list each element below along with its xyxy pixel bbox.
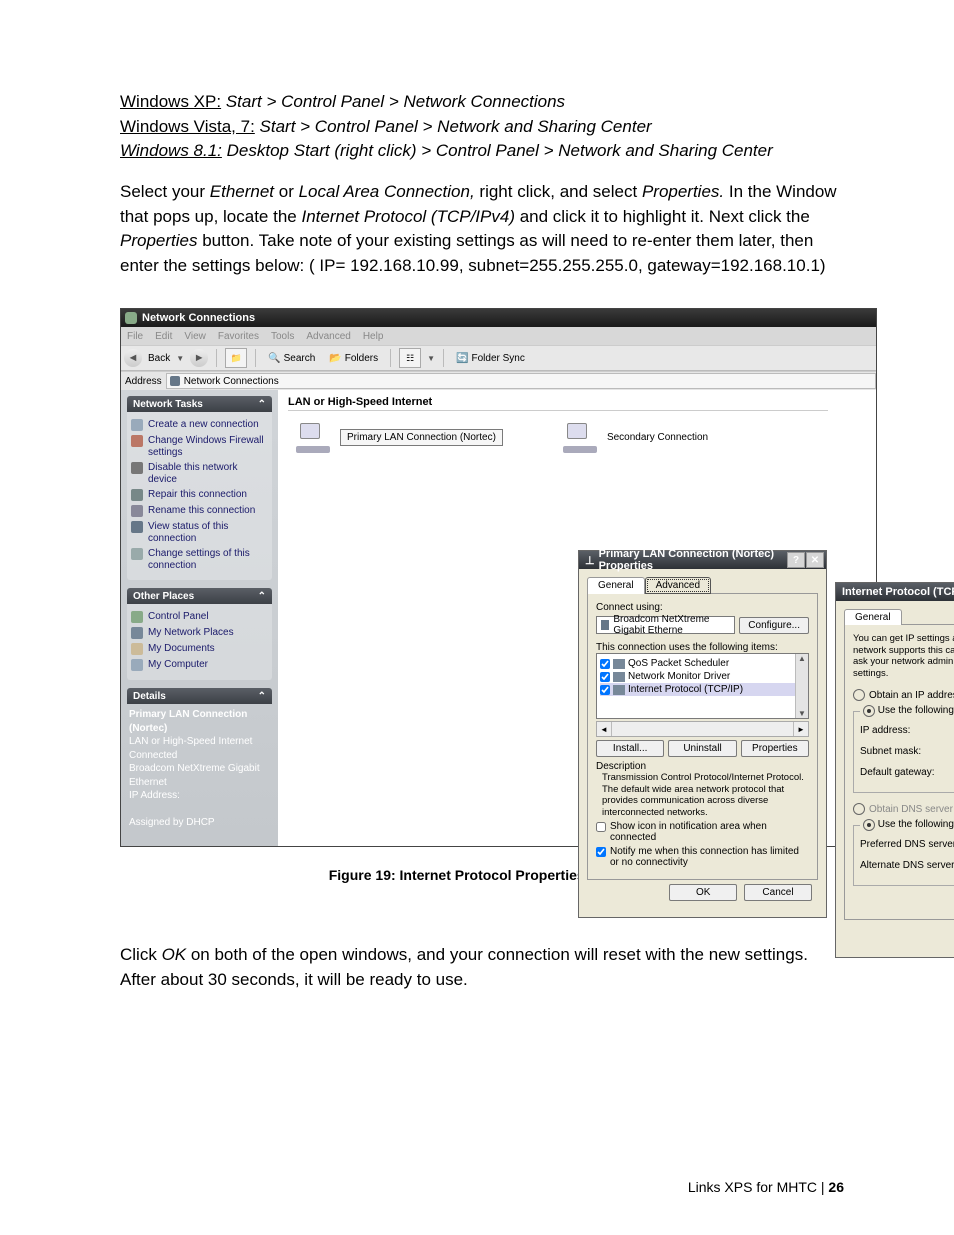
forward-button[interactable]: ► (190, 349, 208, 367)
task-create[interactable]: Create a new connection (131, 417, 268, 433)
back-label: Back (148, 353, 170, 364)
scrollbar-v[interactable]: ▲▼ (795, 654, 808, 718)
address-icon (170, 376, 180, 386)
list-item-selected: Internet Protocol (TCP/IP) (600, 683, 808, 696)
radio-dns-auto[interactable]: Obtain DNS server address automatically (853, 803, 954, 815)
paragraph-1: Select your Ethernet or Local Area Conne… (120, 180, 844, 279)
category-header: LAN or High-Speed Internet (288, 396, 828, 411)
install-button[interactable]: Install... (596, 740, 664, 757)
list-item: Network Monitor Driver (600, 670, 808, 683)
ok-button[interactable]: OK (669, 884, 737, 901)
blurb: You can get IP settings assigned automat… (853, 633, 954, 679)
titlebar: Network Connections (121, 309, 876, 327)
addressbar: Address Network Connections (121, 371, 876, 390)
connect-using-label: Connect using: (596, 602, 809, 613)
winxp-path: Start > Control Panel > Network Connecti… (226, 92, 565, 111)
connection-icon (563, 421, 601, 453)
collapse-icon[interactable]: ⌃ (258, 691, 266, 702)
toolbar: ◄ Back ▼ ► 📁 🔍 Search 📂 Folders ☷▼ 🔄 Fol… (121, 345, 876, 371)
lan-properties-dialog: ⊥Primary LAN Connection (Nortec) Propert… (578, 550, 827, 918)
scrollbar-h[interactable]: ◄► (596, 721, 809, 737)
place-network[interactable]: My Network Places (131, 625, 268, 641)
views-button[interactable]: ☷ (399, 348, 421, 368)
menu-file[interactable]: File (127, 331, 143, 342)
other-places-panel: Other Places⌃ Control Panel My Network P… (127, 588, 272, 680)
tab-general[interactable]: General (844, 609, 902, 625)
uses-label: This connection uses the following items… (596, 642, 809, 653)
menubar: File Edit View Favorites Tools Advanced … (121, 327, 876, 345)
menu-view[interactable]: View (184, 331, 206, 342)
items-list[interactable]: QoS Packet Scheduler Network Monitor Dri… (596, 653, 809, 719)
win81-path: Desktop Start (right click) > Control Pa… (227, 141, 773, 160)
connection-label: Secondary Connection (607, 432, 708, 443)
winvista-label: Windows Vista, 7: (120, 117, 255, 136)
tab-advanced[interactable]: Advanced (645, 577, 711, 594)
checkbox-notify[interactable]: Notify me when this connection has limit… (596, 846, 809, 868)
menu-advanced[interactable]: Advanced (306, 331, 350, 342)
address-value: Network Connections (184, 376, 279, 387)
page-footer: Links XPS for MHTC | 26 (688, 1179, 844, 1195)
radio-ip-auto[interactable]: Obtain an IP address automatically (853, 689, 954, 701)
content-area: LAN or High-Speed Internet Primary LAN C… (278, 390, 876, 846)
search-button[interactable]: 🔍 Search (264, 352, 319, 365)
ip-group: Use the following IP address: IP address… (853, 711, 954, 793)
winvista-path: Start > Control Panel > Network and Shar… (260, 117, 652, 136)
connection-primary[interactable]: Primary LAN Connection (Nortec) (296, 421, 503, 453)
back-button[interactable]: ◄ (124, 349, 142, 367)
tabs: General Advanced (587, 577, 818, 594)
help-button[interactable]: ? (787, 552, 805, 568)
tab-general[interactable]: General (587, 577, 645, 594)
address-input[interactable]: Network Connections (166, 373, 876, 389)
dialog-titlebar: ⊥Primary LAN Connection (Nortec) Propert… (579, 551, 826, 569)
network-tasks-panel: Network Tasks⌃ Create a new connection C… (127, 396, 272, 580)
task-rename[interactable]: Rename this connection (131, 503, 268, 519)
window-title: Network Connections (142, 312, 255, 324)
description-text: Transmission Control Protocol/Internet P… (596, 772, 809, 818)
properties-button[interactable]: Properties (741, 740, 809, 757)
task-settings[interactable]: Change settings of this connection (131, 546, 268, 573)
task-disable[interactable]: Disable this network device (131, 460, 268, 487)
close-button[interactable]: ✕ (806, 552, 824, 568)
connection-secondary[interactable]: Secondary Connection (563, 421, 708, 453)
task-firewall[interactable]: Change Windows Firewall settings (131, 433, 268, 460)
win81-label: Windows 8.1: (120, 141, 222, 160)
checkbox-showicon[interactable]: Show icon in notification area when conn… (596, 821, 809, 843)
dns-group: Use the following DNS server addresses: … (853, 825, 954, 886)
address-label: Address (125, 376, 162, 387)
side-panel: Network Tasks⌃ Create a new connection C… (121, 390, 278, 846)
uninstall-button[interactable]: Uninstall (668, 740, 736, 757)
menu-tools[interactable]: Tools (271, 331, 294, 342)
cancel-button[interactable]: Cancel (744, 884, 812, 901)
place-control-panel[interactable]: Control Panel (131, 609, 268, 625)
collapse-icon[interactable]: ⌃ (258, 591, 266, 602)
menu-edit[interactable]: Edit (155, 331, 172, 342)
adapter-field: Broadcom NetXtreme Gigabit Etherne (596, 616, 735, 634)
paragraph-2: Click OK on both of the open windows, an… (120, 943, 844, 992)
place-documents[interactable]: My Documents (131, 641, 268, 657)
menu-favorites[interactable]: Favorites (218, 331, 259, 342)
place-computer[interactable]: My Computer (131, 657, 268, 673)
list-item: QoS Packet Scheduler (600, 657, 808, 670)
window-icon (125, 312, 137, 324)
folders-button[interactable]: 📂 Folders (325, 352, 382, 365)
description-label: Description (596, 761, 809, 772)
connection-icon (296, 421, 334, 453)
up-button[interactable]: 📁 (225, 348, 247, 368)
menu-help[interactable]: Help (363, 331, 384, 342)
connection-label: Primary LAN Connection (Nortec) (340, 429, 503, 446)
task-repair[interactable]: Repair this connection (131, 487, 268, 503)
details-panel: Details⌃ Primary LAN Connection (Nortec)… (127, 688, 272, 834)
foldersync-button[interactable]: 🔄 Folder Sync (452, 352, 529, 365)
collapse-icon[interactable]: ⌃ (258, 399, 266, 410)
details-body: Primary LAN Connection (Nortec) LAN or H… (127, 704, 272, 834)
network-connections-window: Network Connections File Edit View Favor… (120, 308, 877, 847)
intro-block: Windows XP: Start > Control Panel > Netw… (120, 90, 844, 164)
tcpip-properties-dialog: Internet Protocol (TCP/IP) Properties ?✕… (835, 582, 954, 958)
dialog-icon: ⊥ (585, 554, 595, 567)
task-status[interactable]: View status of this connection (131, 519, 268, 546)
winxp-label: Windows XP: (120, 92, 221, 111)
dialog-titlebar: Internet Protocol (TCP/IP) Properties ?✕ (836, 583, 954, 601)
configure-button[interactable]: Configure... (739, 617, 809, 634)
